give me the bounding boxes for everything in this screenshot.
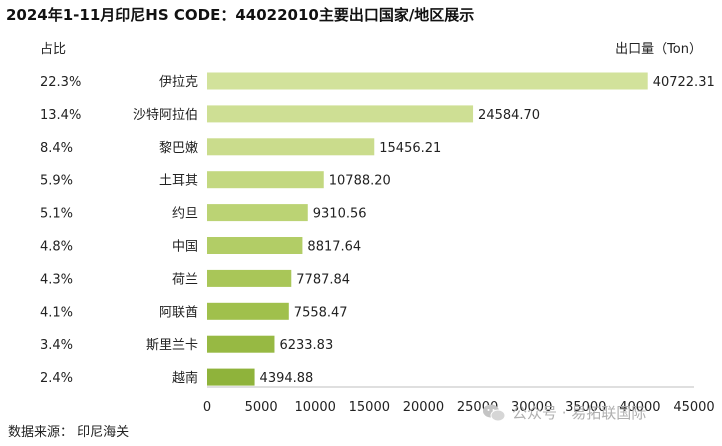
category-label: 土耳其 <box>159 174 198 189</box>
data-label: 8817.64 <box>307 240 361 255</box>
data-label: 6233.83 <box>279 338 333 353</box>
category-label: 阿联酋 <box>159 304 198 320</box>
wechat-icon <box>482 403 506 423</box>
x-tick-label: 45000 <box>673 400 714 415</box>
x-tick-label: 40000 <box>619 400 660 415</box>
bar <box>207 171 324 189</box>
data-label: 7558.47 <box>294 305 348 320</box>
x-tick-label: 35000 <box>565 400 606 415</box>
percentage-label: 4.3% <box>40 272 73 287</box>
category-label: 越南 <box>172 370 198 386</box>
percentage-label: 8.4% <box>40 141 73 156</box>
bar <box>207 302 289 320</box>
chart-title: 2024年1-11月印尼HS CODE：44022010主要出口国家/地区展示 <box>6 6 475 24</box>
x-tick-label: 10000 <box>295 400 336 415</box>
data-label: 7787.84 <box>296 272 350 287</box>
percentage-label: 13.4% <box>40 108 81 123</box>
percentage-header: 占比 <box>40 42 67 57</box>
data-label: 4394.88 <box>260 371 314 386</box>
category-label: 伊拉克 <box>159 75 198 90</box>
category-label: 斯里兰卡 <box>146 338 198 353</box>
data-label: 9310.56 <box>313 207 367 222</box>
bar <box>207 269 292 287</box>
bar <box>207 237 303 254</box>
percentage-label: 22.3% <box>40 75 81 90</box>
x-tick-label: 15000 <box>349 400 390 415</box>
percentage-label: 4.8% <box>40 240 73 255</box>
x-tick-label: 30000 <box>511 400 552 415</box>
bar <box>207 368 255 386</box>
bar <box>207 335 275 353</box>
category-label: 沙特阿拉伯 <box>133 108 198 123</box>
data-label: 10788.20 <box>329 174 391 189</box>
bar <box>207 72 648 90</box>
watermark: 公众号 · 易拓联国际 <box>482 402 646 423</box>
category-label: 中国 <box>172 240 198 255</box>
percentage-label: 4.1% <box>40 305 73 320</box>
x-tick-label: 0 <box>203 400 211 415</box>
percentage-label: 5.1% <box>40 207 73 222</box>
data-source: 数据来源： 印尼海关 <box>8 425 130 440</box>
data-label: 24584.70 <box>478 108 540 123</box>
percentage-label: 3.4% <box>40 338 73 353</box>
percentage-label: 2.4% <box>40 371 73 386</box>
category-label: 荷兰 <box>172 272 198 287</box>
bar <box>207 138 375 156</box>
data-label: 15456.21 <box>379 141 441 156</box>
watermark-text: 公众号 · 易拓联国际 <box>512 404 647 422</box>
bar <box>207 204 308 222</box>
x-tick-label: 20000 <box>403 400 444 415</box>
unit-label: 出口量（Ton） <box>615 42 702 57</box>
bar <box>207 105 474 123</box>
category-label: 黎巴嫩 <box>159 141 198 156</box>
data-label: 40722.31 <box>653 75 715 90</box>
percentage-label: 5.9% <box>40 174 73 189</box>
x-tick-label: 5000 <box>245 400 278 415</box>
category-label: 约旦 <box>172 207 198 222</box>
